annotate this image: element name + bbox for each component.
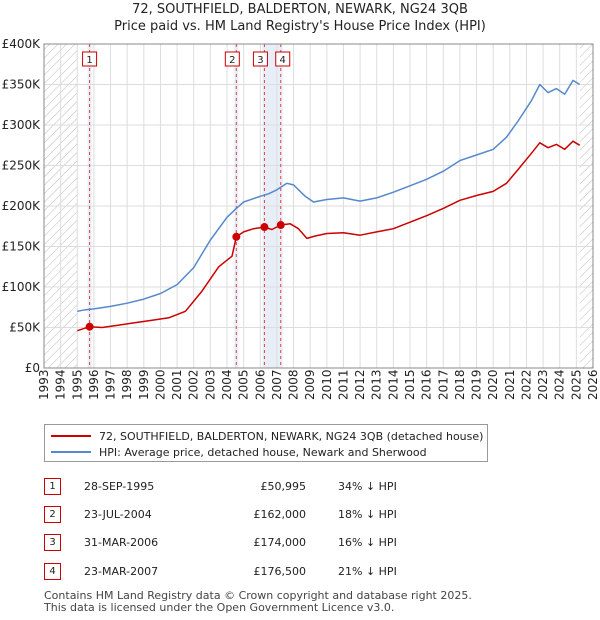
table-row: 2 23-JUL-2004 £162,000 18% ↓ HPI [44,500,397,528]
x-tick-label: 2007 [270,369,284,400]
chart-subtitle: Price paid vs. HM Land Registry's House … [114,19,486,34]
sale-price: £162,000 [253,507,307,521]
footer-notice: Contains HM Land Registry data © Crown c… [44,590,472,614]
sale-date: 23-MAR-2007 [84,564,159,578]
chart-title: 72, SOUTHFIELD, BALDERTON, NEWARK, NG24 … [132,2,468,17]
y-tick-label: £0 [25,361,40,375]
x-tick-label: 2017 [436,369,450,400]
footer-copyright: Contains HM Land Registry data © Crown c… [44,589,472,602]
x-tick-label: 1999 [137,369,151,400]
sale-hpi-diff: 34% ↓ HPI [338,479,397,493]
y-tick-label: £300K [2,118,42,132]
sale-date: 23-JUL-2004 [84,507,152,521]
x-tick-label: 2026 [586,369,600,400]
sale-marker-label: 1 [86,55,92,66]
y-tick-label: £50K [9,321,41,335]
sale-number-box: 4 [44,562,61,580]
sale-point [85,322,94,331]
x-tick-label: 1996 [87,369,101,400]
sale-marker-label: 2 [229,55,235,66]
x-tick-label: 1998 [120,369,134,400]
table-row: 1 28-SEP-1995 £50,995 34% ↓ HPI [44,472,397,500]
legend-hpi: HPI: Average price, detached house, Newa… [51,444,427,460]
x-tick-label: 2000 [153,369,167,400]
x-tick-label: 2009 [303,369,317,400]
x-tick-label: 2001 [170,369,184,400]
chart: £0 £50K £100K £150K £200K £250K £300K £350K £400… [2,37,600,400]
legend-property: 72, SOUTHFIELD, BALDERTON, NEWARK, NG24 … [51,428,483,444]
x-tick-label: 2008 [287,369,301,400]
x-tick-label: 2018 [453,369,467,400]
hpi-line [77,79,581,313]
sale-date: 31-MAR-2006 [84,536,159,550]
sale-marker-label: 3 [257,55,263,66]
property-price-line [77,140,581,332]
sale-hpi-diff: 18% ↓ HPI [338,507,397,521]
sale-price: £176,500 [253,564,307,578]
plot-frame [43,43,594,369]
sale-point [232,232,241,241]
x-tick-label: 2019 [470,369,484,400]
sale-marker-box [224,51,240,67]
x-tick-label: 2011 [336,369,350,400]
x-tick-label: 2021 [503,369,517,400]
x-tick-label: 2014 [386,369,400,400]
x-tick-label: 1997 [104,369,118,400]
x-tick-label: 2006 [253,369,267,400]
sale-marker-box [275,51,291,67]
y-tick-label: £100K [2,280,42,294]
x-tick-label: 1995 [70,369,84,400]
sale-price: £174,000 [253,536,307,550]
x-tick-label: 2022 [519,369,533,400]
sale-number-box: 1 [44,477,61,495]
table-row: 3 31-MAR-2006 £174,000 16% ↓ HPI [44,529,397,557]
y-tick-label: £400K [2,37,42,51]
sale-date: 28-SEP-1995 [84,479,155,493]
x-tick-label: 2020 [486,369,500,400]
y-tick-label: £200K [2,199,42,213]
x-tick-label: 2016 [420,369,434,400]
table-row: 4 23-MAR-2007 £176,500 21% ↓ HPI [44,557,397,585]
x-tick-label: 2013 [370,369,384,400]
sale-point [276,221,285,230]
x-tick-label: 2004 [220,369,234,400]
sale-marker-box [252,51,268,67]
y-tick-label: £250K [2,159,42,173]
sale-number-box: 3 [44,534,61,552]
x-tick-label: 2002 [187,369,201,400]
x-tick-label: 2010 [320,369,334,400]
x-tick-label: 2005 [237,369,251,400]
legend-hpi-swatch [51,451,91,453]
x-tick-label: 2023 [536,369,550,400]
x-tick-label: 2015 [403,369,417,400]
x-tick-label: 2025 [569,369,583,400]
sale-hpi-diff: 21% ↓ HPI [338,564,397,578]
y-tick-label: £150K [2,240,42,254]
chart-legend: 72, SOUTHFIELD, BALDERTON, NEWARK, NG24 … [44,424,488,462]
x-tick-label: 2012 [353,369,367,400]
footer-licence: This data is licensed under the Open Gov… [44,601,395,614]
legend-property-label: 72, SOUTHFIELD, BALDERTON, NEWARK, NG24 … [99,429,484,443]
sale-hpi-diff: 16% ↓ HPI [338,536,397,550]
sale-marker-box [82,51,98,67]
sale-price: £50,995 [260,479,307,493]
x-tick-label: 1993 [37,369,51,400]
y-tick-label: £350K [2,78,42,92]
x-tick-label: 2003 [203,369,217,400]
x-tick-label: 1994 [54,369,68,400]
x-tick-label: 2024 [553,369,567,400]
sales-table: 1 28-SEP-1995 £50,995 34% ↓ HPI 2 23-JUL… [44,472,397,585]
sale-number-box: 2 [44,505,61,523]
sale-marker-label: 4 [280,55,286,66]
legend-property-swatch [51,435,91,437]
legend-hpi-label: HPI: Average price, detached house, Newa… [99,445,427,459]
sale-point [260,223,269,232]
